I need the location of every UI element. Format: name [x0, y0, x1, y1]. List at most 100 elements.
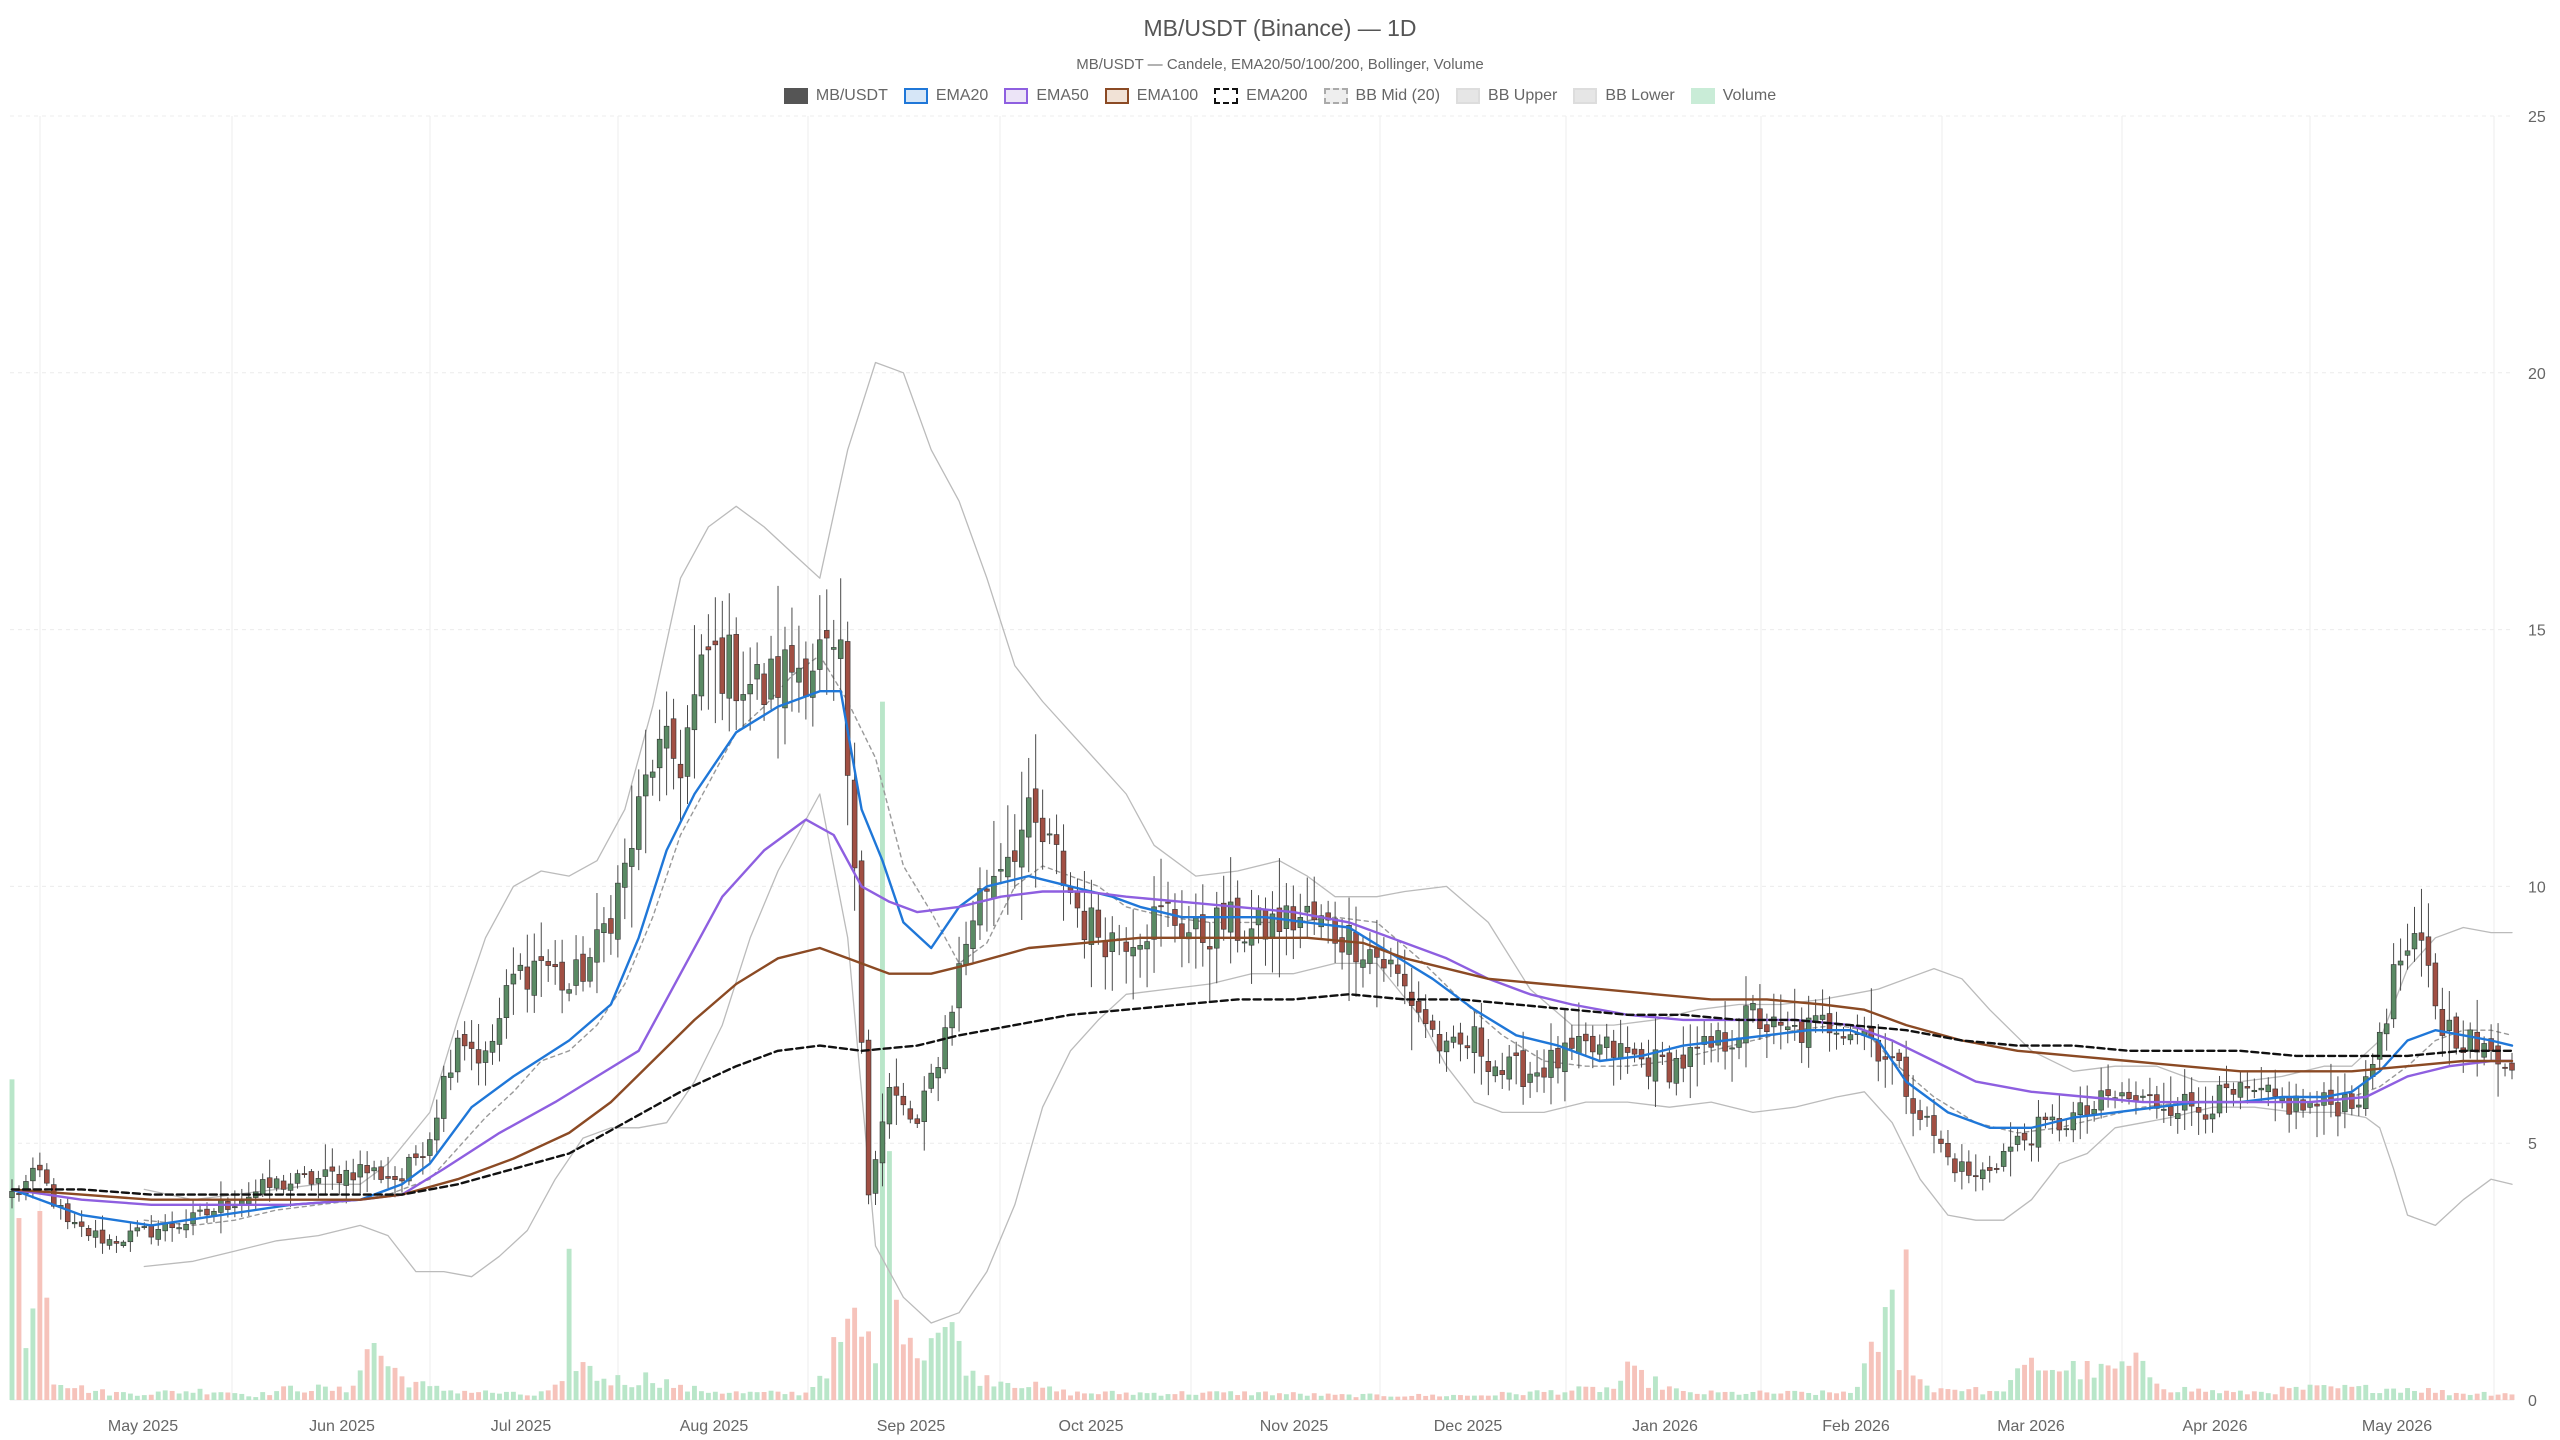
volume-bar	[1854, 1386, 1860, 1400]
candle-body	[1053, 834, 1060, 845]
candle-body	[113, 1241, 120, 1244]
legend-item-ema50[interactable]: EMA50	[1004, 87, 1089, 105]
volume-bar	[1047, 1386, 1053, 1400]
candle-body	[2007, 1146, 2014, 1152]
legend-item-ema20[interactable]: EMA20	[903, 87, 988, 105]
candle-body	[1785, 1026, 1791, 1030]
candle-body	[287, 1183, 294, 1191]
volume-bar	[942, 1327, 948, 1400]
volume-bar	[2224, 1390, 2229, 1400]
volume-bar	[678, 1384, 683, 1400]
volume-bar	[1102, 1391, 1108, 1400]
candle-body	[482, 1050, 489, 1063]
candle-body	[1137, 945, 1143, 950]
candle-body	[1527, 1073, 1533, 1083]
volume-bar	[712, 1391, 718, 1400]
volume-bar	[37, 1210, 43, 1400]
legend-item-bb-mid-20[interactable]: BB Mid (20)	[1323, 87, 1440, 105]
volume-bar	[1506, 1392, 1512, 1400]
legend-item-ema200[interactable]: EMA200	[1214, 87, 1308, 105]
candle-body	[1005, 856, 1011, 878]
candle-body	[1381, 959, 1387, 969]
candle-body	[1081, 910, 1088, 941]
volume-bar	[2182, 1386, 2188, 1400]
candle-body	[594, 929, 600, 963]
volume-bar	[2091, 1377, 2097, 1400]
candle-body	[2105, 1089, 2111, 1096]
candle-body	[399, 1178, 405, 1182]
candle-body	[364, 1165, 370, 1174]
volume-bar	[497, 1393, 502, 1400]
volume-bar	[1583, 1386, 1589, 1400]
legend-item-volume[interactable]: Volume	[1690, 87, 1776, 105]
candle-body	[1966, 1161, 1972, 1176]
candle-body	[1896, 1052, 1902, 1061]
candle-body	[865, 1039, 872, 1196]
volume-bar	[1158, 1395, 1164, 1400]
legend-item-bb-lower[interactable]: BB Lower	[1573, 87, 1675, 105]
candle-body	[2091, 1109, 2097, 1115]
candle-body	[782, 649, 788, 709]
volume-bar	[51, 1384, 57, 1400]
candle-body	[2467, 1029, 2473, 1052]
legend-item-ema100[interactable]: EMA100	[1104, 87, 1198, 105]
candle-body	[824, 630, 830, 639]
volume-bar	[1541, 1391, 1547, 1400]
candle-body	[1980, 1169, 1986, 1180]
candle-body	[1374, 948, 1380, 958]
candle-body	[524, 966, 531, 990]
series-ema100	[10, 936, 2514, 1201]
candle-body	[545, 961, 551, 966]
volume-bar	[1311, 1393, 1317, 1400]
x-tick-label: Jul 2025	[491, 1418, 552, 1435]
candle-body	[1631, 1048, 1638, 1055]
candle-body	[1847, 1034, 1854, 1041]
volume-bar	[1283, 1394, 1289, 1400]
volume-bar	[343, 1392, 349, 1400]
volume-bar	[914, 1358, 920, 1400]
volume-bar	[2251, 1391, 2257, 1400]
volume-bar	[2258, 1391, 2264, 1400]
candle-body	[2140, 1095, 2146, 1098]
legend-swatch	[1456, 88, 1481, 104]
volume-bar	[1235, 1395, 1241, 1400]
volume-bar	[1687, 1392, 1693, 1400]
candle-body	[517, 964, 524, 971]
candle-body	[2404, 950, 2411, 956]
legend-item-mb-usdt[interactable]: MB/USDT	[783, 87, 888, 105]
volume-bar	[218, 1392, 224, 1400]
candle-body	[2084, 1105, 2090, 1116]
volume-bar	[86, 1392, 92, 1400]
volume-bar	[1353, 1397, 1359, 1400]
candle-body	[1353, 932, 1359, 963]
volume-bar	[1792, 1390, 1798, 1400]
candle-body	[684, 727, 691, 777]
candle-body	[1931, 1115, 1937, 1136]
candle-body	[1910, 1098, 1916, 1114]
legend-item-bb-upper[interactable]: BB Upper	[1456, 87, 1557, 105]
volume-bar	[2112, 1368, 2118, 1400]
candle-body	[998, 869, 1004, 872]
candle-body	[2188, 1092, 2195, 1107]
volume-bar	[2098, 1363, 2104, 1400]
candle-body	[566, 989, 572, 994]
volume-bar	[1729, 1391, 1735, 1400]
candle-body	[733, 634, 739, 702]
volume-bar	[1200, 1392, 1206, 1400]
volume-bar	[1061, 1389, 1066, 1400]
volume-bar	[420, 1381, 426, 1400]
x-tick-label: Sep 2025	[877, 1418, 946, 1435]
candle-body	[9, 1191, 15, 1198]
volume-bar	[1423, 1395, 1429, 1400]
volume-bar	[2495, 1394, 2501, 1400]
legend-swatch	[1214, 88, 1239, 104]
volume-bar	[406, 1387, 412, 1400]
volume-bar	[1332, 1394, 1338, 1400]
volume-bar	[1820, 1390, 1826, 1400]
candle-body	[1464, 1045, 1471, 1049]
volume-bar	[197, 1388, 203, 1400]
candle-body	[810, 670, 816, 698]
candle-body	[2439, 1009, 2446, 1036]
volume-bar	[1081, 1393, 1087, 1400]
volume-bar	[1263, 1391, 1268, 1400]
